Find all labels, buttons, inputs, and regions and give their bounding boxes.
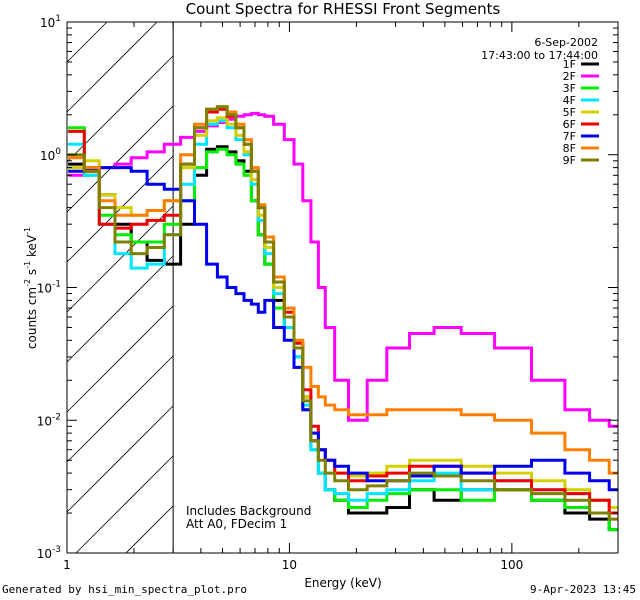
legend-label-9f: 9F [563, 154, 576, 167]
x-tick-label: 10 [282, 558, 297, 572]
y-tick-label: 101 [40, 14, 61, 30]
hatch-line [66, 205, 174, 313]
series-layer [68, 105, 618, 532]
legend-label-1f: 1F [563, 58, 576, 71]
series-9f [68, 105, 618, 521]
y-axis-label: counts cm-2 s-1 keV-1 [23, 227, 39, 349]
y-tick-label: 100 [40, 147, 61, 163]
legend-label-6f: 6F [563, 118, 576, 131]
legend-label-3f: 3F [563, 82, 576, 95]
legend-time-range: 17:43:00 to 17:44:00 [481, 49, 598, 62]
series-7f [68, 166, 618, 492]
legend-label-2f: 2F [563, 70, 576, 83]
x-tick-label: 100 [500, 558, 523, 572]
y-tick-label: 10-2 [37, 412, 61, 428]
hatch-line [66, 405, 174, 513]
series-8f [68, 105, 618, 475]
hatch-line [66, 105, 174, 213]
hatch-line [66, 305, 174, 413]
chart-title: Count Spectra for RHESSI Front Segments [186, 0, 501, 18]
hatch-line [66, 21, 108, 63]
y-tick-label: 10-3 [37, 545, 61, 561]
annotation-attenuator: Att A0, FDecim 1 [186, 517, 287, 531]
y-tick-label: 10-1 [37, 280, 61, 296]
legend-date: 6-Sep-2002 [534, 36, 598, 49]
hatch-line [125, 505, 174, 554]
x-axis-label: Energy (keV) [304, 576, 381, 590]
series-5f [68, 116, 618, 509]
footer-generated-by: Generated by hsi_min_spectra_plot.pro [2, 583, 248, 596]
legend-label-8f: 8F [563, 142, 576, 155]
hatch-line [66, 255, 174, 363]
annotation-background: Includes Background [186, 504, 311, 518]
legend-label-4f: 4F [563, 94, 576, 107]
attenuated-region-hatch [66, 21, 174, 554]
series-4f [68, 119, 618, 515]
series-6f [68, 107, 618, 515]
hatch-line [66, 355, 174, 463]
hatch-line [66, 21, 158, 113]
axes-layer: 1 10 100 101 100 10-1 10-2 10-3 [37, 14, 619, 572]
footer-timestamp: 9-Apr-2023 13:45 [530, 583, 636, 596]
legend-label-5f: 5F [563, 106, 576, 119]
x-tick-label: 1 [63, 558, 71, 572]
legend-label-7f: 7F [563, 130, 576, 143]
hatch-line [75, 455, 174, 554]
series-2f [68, 111, 618, 428]
